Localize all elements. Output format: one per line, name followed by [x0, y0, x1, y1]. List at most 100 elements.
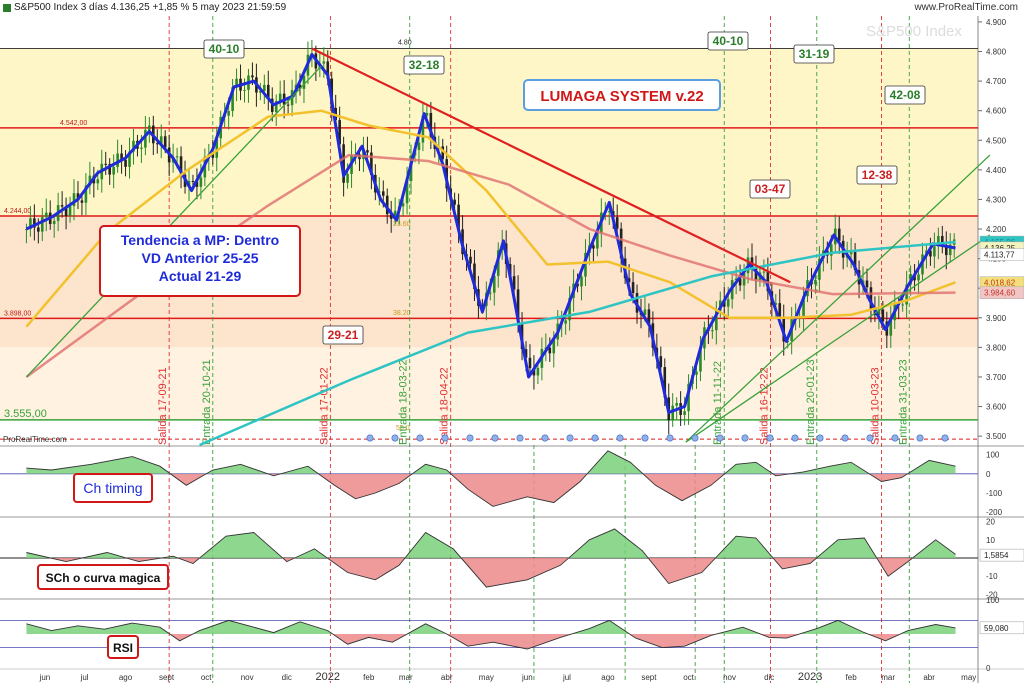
candle-body	[481, 305, 484, 307]
system-title-box	[523, 79, 721, 111]
y-tick-label: 4.600	[986, 107, 1007, 116]
candle-body	[72, 193, 76, 207]
panel-name-box	[73, 473, 153, 503]
signal-box	[322, 325, 364, 345]
x-tick-label: dic	[764, 673, 774, 682]
zone-lower	[0, 347, 978, 420]
candle-body	[155, 143, 159, 145]
y-tick-label: 3.700	[986, 373, 1007, 382]
candle-body	[830, 244, 833, 256]
level-label: 3.898,00	[4, 310, 31, 317]
panel-tag-bg	[979, 621, 1024, 635]
candle-body	[37, 227, 40, 232]
x-tick-label: ago	[119, 673, 133, 682]
price-tag-bg	[979, 248, 1024, 261]
candle-body	[274, 101, 278, 112]
candle-body	[227, 111, 230, 116]
candle-body	[132, 140, 135, 152]
candle-body	[243, 89, 246, 91]
price-tag: 3.984,60	[984, 289, 1016, 298]
signal-box	[856, 165, 898, 185]
candle-body	[76, 193, 80, 201]
area-negative	[26, 558, 956, 588]
chart-header: S&P500 Index 3 días 4.136,25 +1,85 % 5 m…	[0, 0, 1024, 16]
watermark: S&P500 Index	[866, 23, 962, 40]
y-tick-label: 4.900	[986, 18, 1007, 27]
signal-box	[707, 31, 749, 51]
y-tick-label: 4.700	[986, 77, 1007, 86]
price-line	[25, 53, 956, 414]
signal-box-text: 32-18	[409, 58, 440, 72]
candle-body	[235, 78, 238, 88]
candle-body	[734, 278, 738, 281]
fib-label: 50.0	[396, 425, 410, 432]
candle-body	[877, 309, 881, 316]
candle-body	[322, 61, 326, 64]
x-tick-label: 2023	[798, 671, 822, 683]
candle-body	[40, 217, 44, 232]
candle-body	[802, 296, 805, 317]
event-dot	[741, 434, 749, 442]
chart-title: S&P500 Index 3 días 4.136,25 +1,85 % 5 m…	[14, 2, 287, 13]
event-dot	[541, 434, 549, 442]
candle-body	[80, 200, 84, 203]
panel-tick-label: -10	[986, 572, 998, 581]
signal-box	[749, 179, 791, 199]
x-tick-label: nov	[723, 673, 736, 682]
area-positive	[26, 620, 956, 634]
candle-body	[552, 339, 556, 354]
candle-body	[84, 185, 88, 203]
x-tick-label: dic	[282, 673, 292, 682]
candle-body	[818, 258, 821, 280]
signal-box	[403, 55, 445, 75]
candle-body	[116, 153, 119, 167]
event-dot	[791, 434, 799, 442]
prorealtime-label: ProRealTime.com	[3, 435, 67, 444]
candle-body	[774, 303, 778, 305]
level-label: 4.244,00	[4, 208, 31, 215]
candle-body	[362, 150, 365, 160]
x-tick-label: nov	[241, 673, 254, 682]
candle-body	[52, 220, 56, 225]
candle-body	[179, 156, 183, 175]
signal-box-text: 42-08	[890, 88, 921, 102]
candle-body	[853, 251, 857, 271]
candle-body	[159, 136, 163, 145]
site-url[interactable]: www.ProRealTime.com	[914, 2, 1018, 13]
candle-body	[104, 163, 108, 165]
signal-label: Salida 16-12-22	[759, 367, 771, 445]
candle-body	[647, 309, 651, 324]
y-tick-label: 4.200	[986, 225, 1007, 234]
candle-body	[849, 251, 853, 255]
signal-label: Salida 17-01-22	[318, 367, 330, 445]
event-dot	[366, 434, 374, 442]
x-tick-label: 2022	[316, 671, 340, 683]
candle-body	[231, 87, 234, 112]
trendline	[25, 65, 322, 378]
candle-body	[278, 93, 282, 102]
candle-body	[762, 271, 766, 273]
candle-body	[346, 173, 349, 183]
candle-body	[195, 181, 199, 187]
candle-body	[263, 84, 266, 92]
candle-body	[564, 320, 567, 324]
price-tag: 4.018,62	[984, 279, 1016, 288]
y-tick-label: 3.600	[986, 403, 1007, 412]
y-tick-label: 3.500	[986, 432, 1007, 441]
y-tick-label: 4.500	[986, 136, 1007, 145]
candle-body	[370, 152, 373, 175]
signal-label: Entrada 11-11-22	[712, 361, 724, 445]
signal-label: Entrada 20-01-23	[805, 359, 817, 445]
x-tick-label: feb	[363, 673, 375, 682]
candle-body	[663, 367, 667, 398]
area-positive	[26, 528, 956, 558]
event-dot	[866, 434, 874, 442]
panel-tick-label: 0	[986, 664, 991, 673]
candle-body	[596, 232, 599, 249]
x-tick-label: sept	[641, 673, 657, 682]
trendline	[685, 154, 991, 443]
candle-body	[568, 297, 571, 321]
candle-body	[592, 245, 595, 249]
